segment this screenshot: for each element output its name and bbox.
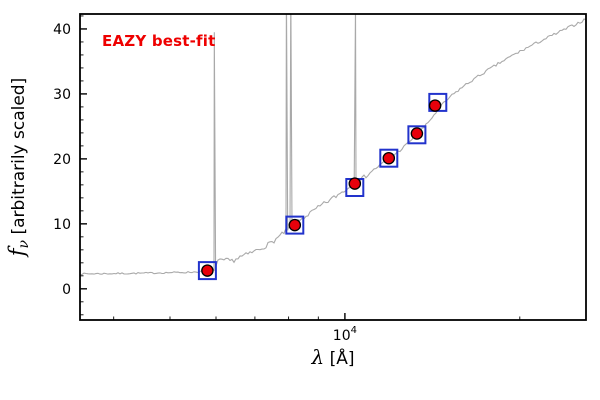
observed-photometry-point <box>201 264 214 277</box>
observed-photometry-point <box>410 127 424 140</box>
observed-photometry-point <box>348 177 362 190</box>
y-tick-label: 30 <box>53 87 71 103</box>
model-photometry-square <box>285 215 305 235</box>
x-axis-label: λ [Å] <box>311 345 355 369</box>
y-tick-label: 0 <box>62 282 71 298</box>
spectrum-line <box>80 14 586 276</box>
y-axis-label: fν [arbitrarily scaled] <box>5 78 32 258</box>
plot-frame <box>79 13 587 321</box>
y-tick-label: 10 <box>53 217 71 233</box>
model-photometry-square <box>379 148 399 168</box>
x-tick-label: 104 <box>333 325 357 344</box>
model-photometry-square <box>407 125 427 145</box>
legend-label: EAZY best-fit <box>102 32 216 50</box>
observed-photometry-point <box>428 99 442 112</box>
y-tick-label: 20 <box>53 152 71 168</box>
spectrum-group <box>80 14 586 276</box>
observed-photometry-point <box>288 218 302 232</box>
y-tick-label: 40 <box>53 22 71 38</box>
observed-photometry-point <box>382 151 396 165</box>
model-photometry-square <box>197 261 217 281</box>
